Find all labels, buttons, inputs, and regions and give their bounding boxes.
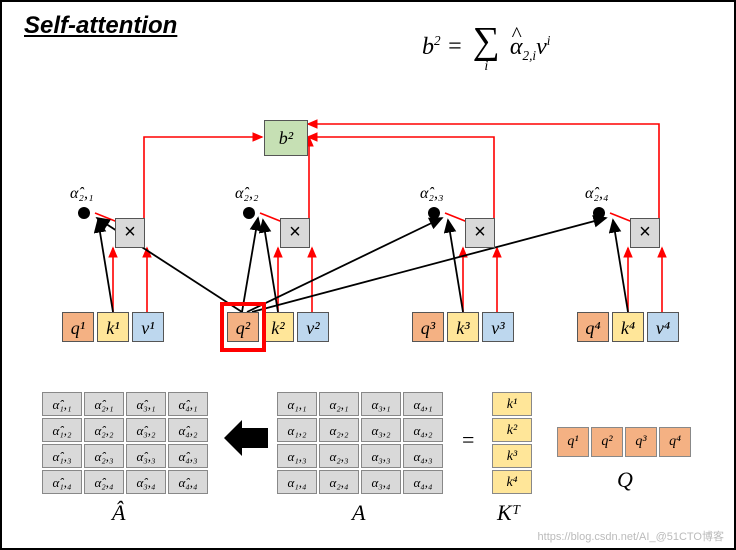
alpha-label-1: α̂₂,₁ xyxy=(70,185,94,203)
label-A: A xyxy=(352,500,365,526)
matrix-cell: α₂,₃ xyxy=(319,444,359,468)
matrix-A-hat: α̂₁,₁α̂₂,₁α̂₃,₁α̂₄,₁ α̂₁,₂α̂₂,₂α̂₃,₂α̂₄,₂… xyxy=(42,392,208,494)
alpha-label-2: α̂₂,₂ xyxy=(235,185,259,203)
dot-1 xyxy=(78,207,90,219)
matrix-cell: α̂₃,₃ xyxy=(126,444,166,468)
matrix-cell: α̂₄,₁ xyxy=(168,392,208,416)
kt-cell: k¹ xyxy=(492,392,532,416)
vector-KT: k¹k²k³k⁴ xyxy=(492,392,532,494)
equals-sign: = xyxy=(462,427,474,453)
matrix-cell: α₂,₂ xyxy=(319,418,359,442)
watermark: https://blog.csdn.net/AI_@51CTO博客 xyxy=(538,528,724,544)
kt-cell: k⁴ xyxy=(492,470,532,494)
matrix-cell: α₁,₄ xyxy=(277,470,317,494)
matrix-cell: α₂,₄ xyxy=(319,470,359,494)
q-box-1: q¹ xyxy=(62,312,94,342)
matrix-cell: α̂₄,₂ xyxy=(168,418,208,442)
label-A-hat: Â xyxy=(112,500,125,526)
q-box-3: q³ xyxy=(412,312,444,342)
v-box-3: v³ xyxy=(482,312,514,342)
v-box-4: v⁴ xyxy=(647,312,679,342)
highlight-q2 xyxy=(220,302,266,352)
matrix-cell: α₁,₃ xyxy=(277,444,317,468)
k-box-4: k⁴ xyxy=(612,312,644,342)
matrix-cell: α̂₃,₁ xyxy=(126,392,166,416)
matrix-cell: α₄,₃ xyxy=(403,444,443,468)
multiply-box-2: × xyxy=(280,218,310,248)
matrix-cell: α̂₃,₂ xyxy=(126,418,166,442)
matrix-cell: α₁,₁ xyxy=(277,392,317,416)
v-box-2: v² xyxy=(297,312,329,342)
alpha-label-4: α̂₂,₄ xyxy=(585,185,609,203)
q-cell: q² xyxy=(591,427,623,457)
matrix-cell: α₂,₁ xyxy=(319,392,359,416)
dot-2 xyxy=(243,207,255,219)
matrix-cell: α̂₂,₂ xyxy=(84,418,124,442)
kt-cell: k² xyxy=(492,418,532,442)
kt-cell: k³ xyxy=(492,444,532,468)
multiply-box-3: × xyxy=(465,218,495,248)
q-cell: q³ xyxy=(625,427,657,457)
matrix-cell: α̂₂,₃ xyxy=(84,444,124,468)
vector-Q: q¹q²q³q⁴ xyxy=(557,427,691,457)
matrix-cell: α̂₁,₂ xyxy=(42,418,82,442)
matrix-cell: α₃,₁ xyxy=(361,392,401,416)
dot-3 xyxy=(428,207,440,219)
matrix-cell: α₄,₂ xyxy=(403,418,443,442)
output-b2: b² xyxy=(264,120,308,156)
q-box-4: q⁴ xyxy=(577,312,609,342)
q-cell: q⁴ xyxy=(659,427,691,457)
matrix-cell: α̂₂,₄ xyxy=(84,470,124,494)
matrix-cell: α₃,₄ xyxy=(361,470,401,494)
matrix-cell: α̂₁,₁ xyxy=(42,392,82,416)
matrix-cell: α₄,₁ xyxy=(403,392,443,416)
diagram-frame: Self-attention b2 = ∑ i α2,ivi xyxy=(0,0,736,550)
matrix-cell: α₁,₂ xyxy=(277,418,317,442)
v-box-1: v¹ xyxy=(132,312,164,342)
k-box-2: k² xyxy=(262,312,294,342)
matrix-A: α₁,₁α₂,₁α₃,₁α₄,₁ α₁,₂α₂,₂α₃,₂α₄,₂ α₁,₃α₂,₃… xyxy=(277,392,443,494)
matrix-cell: α̂₂,₁ xyxy=(84,392,124,416)
dot-4 xyxy=(593,207,605,219)
matrix-cell: α̂₄,₄ xyxy=(168,470,208,494)
left-arrow-icon xyxy=(224,420,268,461)
matrix-cell: α̂₁,₄ xyxy=(42,470,82,494)
label-Q: Q xyxy=(617,467,633,493)
matrix-cell: α₃,₂ xyxy=(361,418,401,442)
matrix-cell: α₄,₄ xyxy=(403,470,443,494)
alpha-label-3: α̂₂,₃ xyxy=(420,185,444,203)
matrix-cell: α̂₃,₄ xyxy=(126,470,166,494)
k-box-1: k¹ xyxy=(97,312,129,342)
multiply-box-4: × xyxy=(630,218,660,248)
k-box-3: k³ xyxy=(447,312,479,342)
matrix-cell: α̂₁,₃ xyxy=(42,444,82,468)
matrix-cell: α̂₄,₃ xyxy=(168,444,208,468)
q-cell: q¹ xyxy=(557,427,589,457)
matrix-cell: α₃,₃ xyxy=(361,444,401,468)
label-KT: Kᵀ xyxy=(497,500,520,526)
multiply-box-1: × xyxy=(115,218,145,248)
